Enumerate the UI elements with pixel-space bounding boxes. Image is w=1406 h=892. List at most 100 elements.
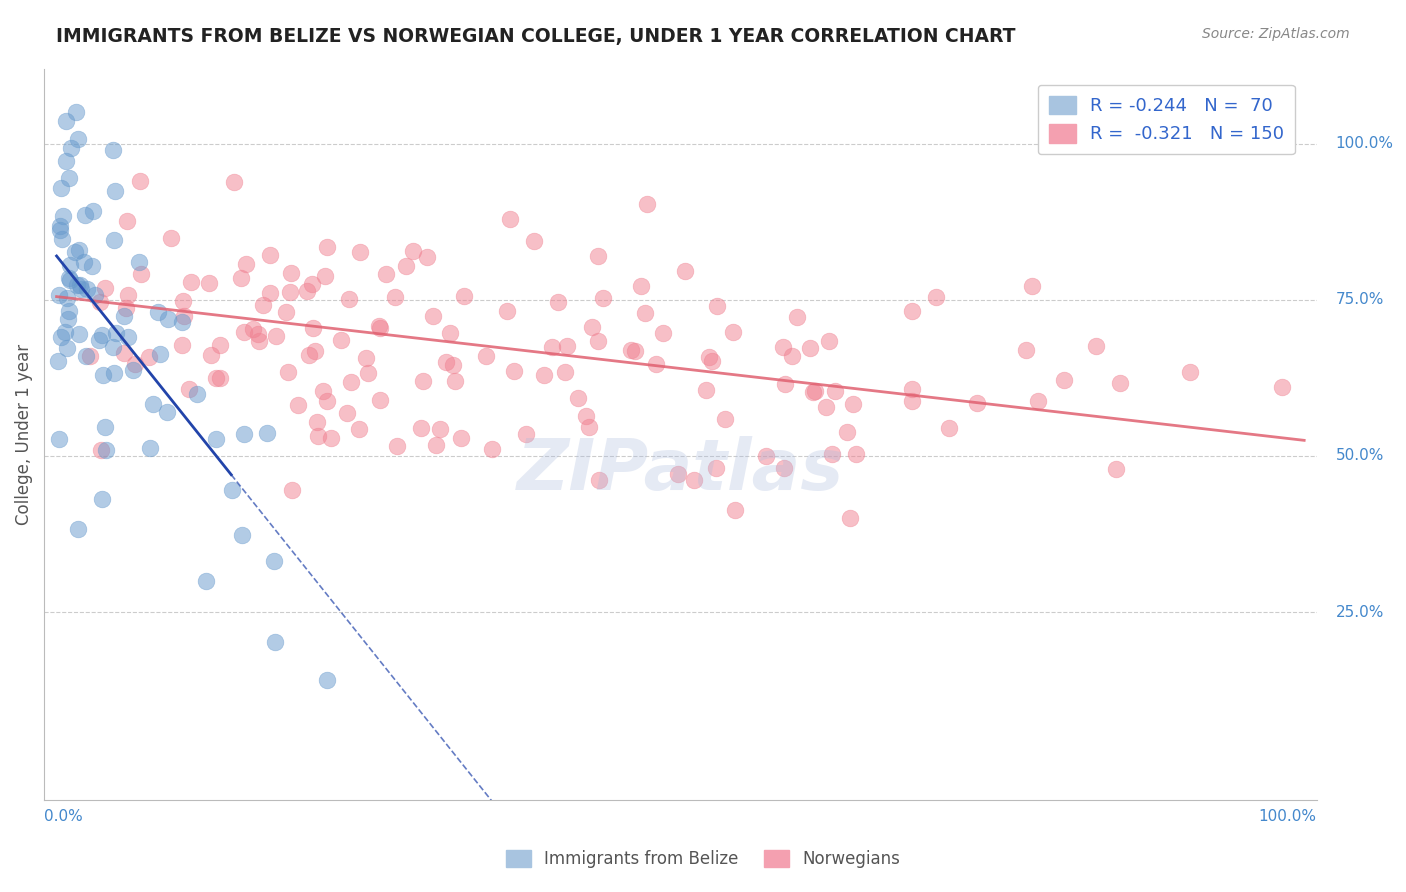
- Point: [224, 175, 246, 189]
- Point: [801, 384, 824, 399]
- Point: [666, 467, 689, 481]
- Point: [481, 442, 503, 456]
- Point: [301, 277, 323, 291]
- Point: [295, 284, 318, 298]
- Point: [59, 258, 82, 272]
- Point: [104, 326, 127, 341]
- Point: [205, 371, 228, 385]
- Point: [337, 292, 360, 306]
- Point: [425, 437, 447, 451]
- Point: [773, 461, 796, 475]
- Point: [1026, 394, 1049, 409]
- Point: [1105, 461, 1128, 475]
- Point: [314, 269, 336, 284]
- Point: [755, 449, 778, 463]
- Point: [336, 406, 359, 420]
- Point: [94, 419, 117, 434]
- Point: [644, 357, 666, 371]
- Point: [429, 422, 451, 436]
- Point: [782, 349, 804, 363]
- Point: [204, 432, 226, 446]
- Point: [55, 153, 77, 168]
- Legend: R = -0.244   N =  70, R =  -0.321   N = 150: R = -0.244 N = 70, R = -0.321 N = 150: [1038, 85, 1295, 154]
- Point: [70, 282, 93, 296]
- Point: [280, 483, 302, 497]
- Point: [114, 345, 136, 359]
- Point: [301, 321, 323, 335]
- Point: [439, 326, 461, 341]
- Point: [443, 375, 465, 389]
- Point: [59, 273, 82, 287]
- Point: [104, 184, 127, 198]
- Point: [209, 371, 232, 385]
- Point: [839, 511, 862, 525]
- Point: [277, 365, 299, 379]
- Point: [67, 326, 90, 341]
- Point: [157, 312, 180, 326]
- Text: 50.0%: 50.0%: [1336, 449, 1384, 464]
- Point: [115, 214, 138, 228]
- Point: [65, 244, 87, 259]
- Point: [141, 397, 163, 411]
- Point: [76, 282, 98, 296]
- Point: [73, 255, 96, 269]
- Point: [515, 426, 537, 441]
- Point: [287, 398, 309, 412]
- Point: [259, 286, 281, 301]
- Point: [48, 288, 70, 302]
- Point: [412, 374, 434, 388]
- Point: [48, 433, 70, 447]
- Point: [91, 368, 114, 382]
- Point: [233, 426, 256, 441]
- Point: [49, 222, 72, 236]
- Point: [138, 350, 160, 364]
- Point: [114, 301, 136, 316]
- Point: [820, 447, 842, 461]
- Point: [385, 439, 408, 453]
- Point: [575, 409, 598, 424]
- Point: [55, 114, 77, 128]
- Point: [411, 421, 433, 435]
- Point: [586, 334, 609, 348]
- Point: [128, 174, 150, 188]
- Point: [122, 362, 145, 376]
- Point: [146, 305, 169, 319]
- Point: [367, 319, 389, 334]
- Point: [117, 288, 139, 302]
- Point: [723, 326, 745, 340]
- Point: [1084, 339, 1107, 353]
- Point: [128, 255, 150, 269]
- Point: [274, 305, 297, 319]
- Point: [815, 400, 838, 414]
- Text: IMMIGRANTS FROM BELIZE VS NORWEGIAN COLLEGE, UNDER 1 YEAR CORRELATION CHART: IMMIGRANTS FROM BELIZE VS NORWEGIAN COLL…: [56, 27, 1015, 45]
- Point: [65, 105, 87, 120]
- Point: [966, 395, 988, 409]
- Point: [316, 673, 339, 687]
- Point: [818, 334, 841, 348]
- Point: [329, 333, 352, 347]
- Point: [422, 309, 444, 323]
- Point: [112, 310, 135, 324]
- Point: [634, 306, 657, 320]
- Point: [900, 382, 922, 396]
- Point: [340, 375, 363, 389]
- Point: [58, 304, 80, 318]
- Point: [52, 209, 75, 223]
- Point: [349, 244, 371, 259]
- Point: [91, 328, 114, 343]
- Point: [706, 461, 728, 475]
- Point: [312, 384, 335, 398]
- Point: [316, 240, 339, 254]
- Text: 25.0%: 25.0%: [1336, 605, 1384, 620]
- Point: [402, 244, 425, 258]
- Text: ZIPatlas: ZIPatlas: [516, 436, 844, 505]
- Text: Source: ZipAtlas.com: Source: ZipAtlas.com: [1202, 27, 1350, 41]
- Point: [149, 347, 172, 361]
- Point: [623, 343, 645, 358]
- Point: [94, 280, 117, 294]
- Point: [845, 447, 868, 461]
- Point: [69, 277, 91, 292]
- Point: [901, 304, 924, 318]
- Point: [557, 339, 579, 353]
- Point: [586, 249, 609, 263]
